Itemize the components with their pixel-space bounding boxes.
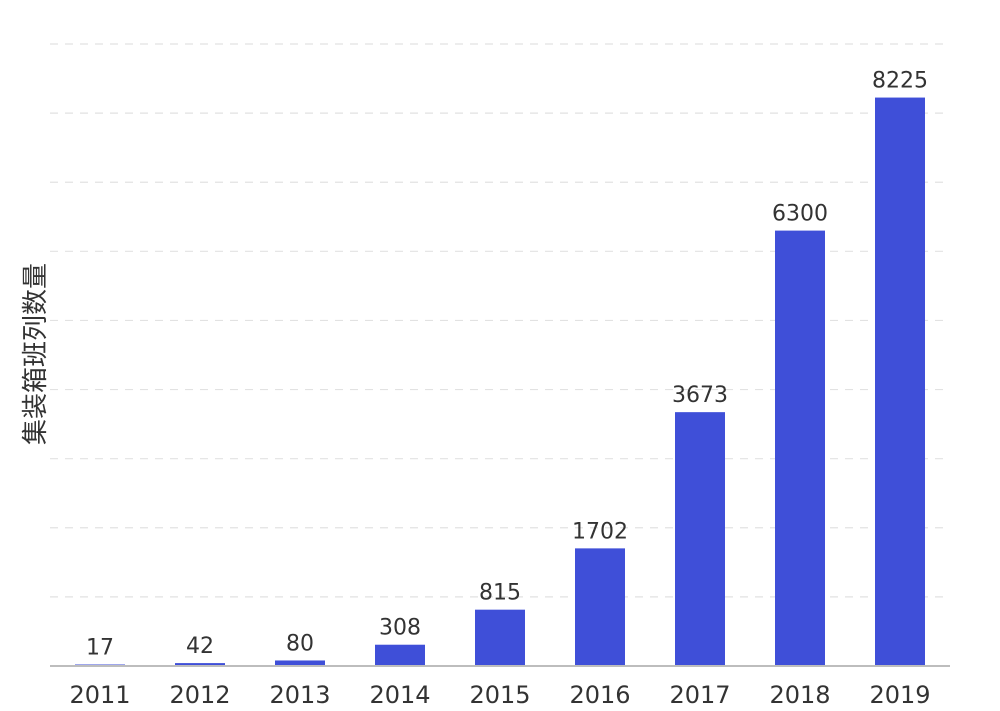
- data-label: 6300: [772, 202, 828, 227]
- bar: [375, 644, 425, 666]
- y-axis-title: 集装箱班列数量: [21, 263, 51, 445]
- bar: [675, 412, 725, 666]
- data-label: 8225: [872, 69, 928, 94]
- data-label: 815: [479, 581, 521, 606]
- x-tick-label: 2016: [569, 681, 630, 709]
- bars: [75, 97, 925, 667]
- data-label: 42: [186, 634, 214, 659]
- bar: [875, 97, 925, 667]
- data-label: 17: [86, 636, 114, 661]
- x-tick-label: 2014: [369, 681, 430, 709]
- x-tick-label: 2012: [169, 681, 230, 709]
- data-label: 80: [286, 631, 314, 656]
- bar: [575, 548, 625, 666]
- x-tick-label: 2013: [269, 681, 330, 709]
- x-tick-label: 2018: [769, 681, 830, 709]
- bar: [275, 660, 325, 666]
- data-label: 1702: [572, 519, 628, 544]
- bar: [175, 663, 225, 666]
- gridlines: [50, 43, 950, 598]
- data-label: 3673: [672, 383, 728, 408]
- data-labels: 17 42 80 308 815 1702 3673 6300 8225: [86, 69, 928, 661]
- x-tick-labels: 2011 2012 2013 2014 2015 2016 2017 2018 2019: [69, 681, 930, 709]
- bar: [775, 230, 825, 666]
- x-tick-label: 2019: [869, 681, 930, 709]
- data-label: 308: [379, 616, 421, 641]
- bar: [475, 609, 525, 666]
- x-tick-label: 2015: [469, 681, 530, 709]
- x-tick-label: 2011: [69, 681, 130, 709]
- x-tick-label: 2017: [669, 681, 730, 709]
